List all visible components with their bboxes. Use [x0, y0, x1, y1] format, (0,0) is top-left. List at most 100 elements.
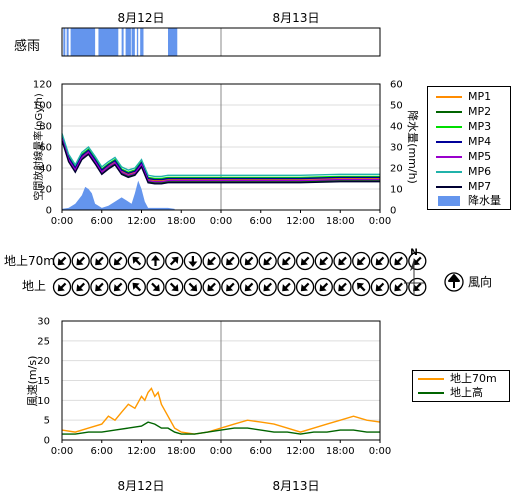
x-tick-label: 0:00	[51, 446, 73, 457]
arrow-shaft	[116, 256, 123, 263]
legend-label: MP2	[468, 105, 492, 118]
legend-swatch	[436, 186, 462, 188]
legend-label: MP4	[468, 135, 492, 148]
arrow-head	[356, 282, 365, 290]
wind-direction-icon	[277, 251, 296, 271]
dose-series	[61, 133, 380, 185]
arrow-head	[319, 258, 327, 266]
arrow-head	[375, 258, 383, 266]
rain-strip-label: 感雨	[14, 38, 40, 54]
arrow-head	[394, 284, 402, 292]
rain-detected-bar	[125, 28, 131, 56]
wind-direction-icons	[52, 251, 427, 297]
y-tick-label: 10	[37, 396, 50, 407]
wind-direction-arrow	[95, 282, 104, 292]
wind-direction-arrow	[263, 256, 273, 266]
arrow-shaft	[79, 256, 86, 263]
wind-direction-arrow	[356, 256, 366, 266]
dose-x-axis: 0:00 6:00 12:00 18:00 0:00 6:00 12:00 18:00 0:00	[51, 210, 391, 227]
wind-direction-arrow	[132, 282, 142, 292]
legend-item: 地上70m	[418, 372, 497, 386]
precip-y-axis: 0 10 20 30 40 50 60	[390, 80, 403, 217]
precipitation-area	[62, 180, 175, 210]
y-tick-label: 20	[37, 356, 50, 367]
wind-direction-arrow	[319, 256, 329, 266]
wind-direction-panel: 地上70m 地上 N 風向	[4, 248, 492, 297]
rain-detected-bar	[168, 28, 178, 56]
dose-chart: 0 20 40 60 80 100 120 0 10 20 30 40 50 60 0:00 6:00 12…	[32, 80, 420, 228]
arrow-head	[263, 258, 271, 266]
wind-direction-icon	[221, 277, 240, 297]
arrow-head	[207, 258, 215, 266]
wind-direction-arrow	[375, 256, 385, 266]
wind-x-axis: 0:00 6:00 12:00 18:00 0:00 6:00 12:00 18:00 0:00	[51, 440, 391, 457]
wind-dir-row-label: 地上	[22, 279, 46, 293]
arrow-shaft	[169, 259, 176, 266]
arrow-shaft	[415, 282, 422, 289]
y-tick-label: 60	[39, 143, 52, 154]
arrow-shaft	[247, 256, 254, 263]
dose-legend: MP1 MP2 MP3 MP4 MP5 MP6 MP7 降水量	[427, 86, 511, 210]
wind-direction-arrow	[226, 282, 235, 292]
wind-direction-arrow	[226, 256, 235, 266]
x-tick-label: 12:00	[127, 216, 156, 227]
arrow-shaft	[284, 282, 291, 289]
arrow-shaft	[378, 256, 385, 263]
precipitation-bars	[62, 180, 175, 210]
arrow-head	[300, 258, 308, 266]
dose-line-mp6	[61, 133, 380, 178]
wind-y-axis-title: 風速(m/s)	[26, 356, 39, 407]
compass-icon: N	[404, 248, 424, 295]
wind-dir-row-label: 地上70m	[4, 254, 55, 268]
wind-direction-icon	[370, 251, 390, 271]
x-tick-label: 0:00	[210, 216, 232, 227]
arrow-shaft	[266, 282, 273, 289]
arrow-head	[95, 258, 103, 266]
y-tick-label: 80	[39, 122, 52, 133]
x-tick-label: 6:00	[250, 446, 272, 457]
arrow-head	[282, 284, 290, 292]
wind-direction-icon	[277, 277, 296, 297]
x-tick-label: 12:00	[127, 446, 156, 457]
legend-swatch	[418, 378, 444, 380]
legend-item: MP5	[436, 150, 491, 164]
x-tick-label: 18:00	[326, 446, 355, 457]
arrow-head	[244, 258, 252, 266]
arrow-shaft	[79, 282, 86, 289]
x-tick-label: 0:00	[51, 216, 73, 227]
wind-direction-arrow	[244, 256, 254, 266]
rain-detected-bar	[136, 28, 139, 56]
wind-speed-chart: 0 5 10 15 20 25 30 0:00 6:00 12:00 18:00 0:00 6:00 1…	[26, 317, 391, 458]
wind-legend: 地上70m 地上高	[412, 370, 510, 402]
wind-direction-icon	[314, 251, 333, 271]
wind-direction-icon	[71, 251, 90, 271]
arrow-shaft	[60, 282, 67, 289]
wind-direction-icon	[239, 251, 259, 271]
rain-detected-bar	[98, 28, 119, 56]
wind-direction-icon	[146, 277, 165, 297]
wind-direction-icon	[202, 251, 221, 271]
wind-direction-arrow	[300, 282, 310, 292]
wind-direction-arrow	[338, 282, 347, 292]
wind-dir-legend-icon	[444, 272, 464, 292]
y-tick-label: 120	[33, 80, 52, 91]
arrow-shaft	[151, 282, 157, 289]
dose-y-axis-title: 空間放射線量率(nGy/h)	[32, 93, 45, 201]
arrow-head	[226, 258, 234, 266]
arrow-head	[413, 284, 421, 292]
arrow-shaft	[116, 282, 123, 289]
precip-y-axis-title: 降水量(mm/h)	[406, 110, 420, 184]
arrow-head	[151, 255, 160, 261]
wind-direction-arrow	[188, 256, 198, 267]
arrow-shaft	[97, 282, 104, 289]
wind-direction-icon	[314, 277, 333, 297]
wind-direction-arrow	[57, 256, 67, 266]
legend-item: MP1	[436, 90, 491, 104]
y-tick-label: 20	[39, 185, 52, 196]
wind-direction-icon	[90, 277, 109, 297]
x-tick-label: 0:00	[369, 446, 391, 457]
legend-swatch	[436, 156, 462, 158]
wind-direction-icon	[108, 277, 128, 297]
arrow-shaft	[397, 256, 403, 263]
arrow-shaft	[60, 256, 67, 263]
